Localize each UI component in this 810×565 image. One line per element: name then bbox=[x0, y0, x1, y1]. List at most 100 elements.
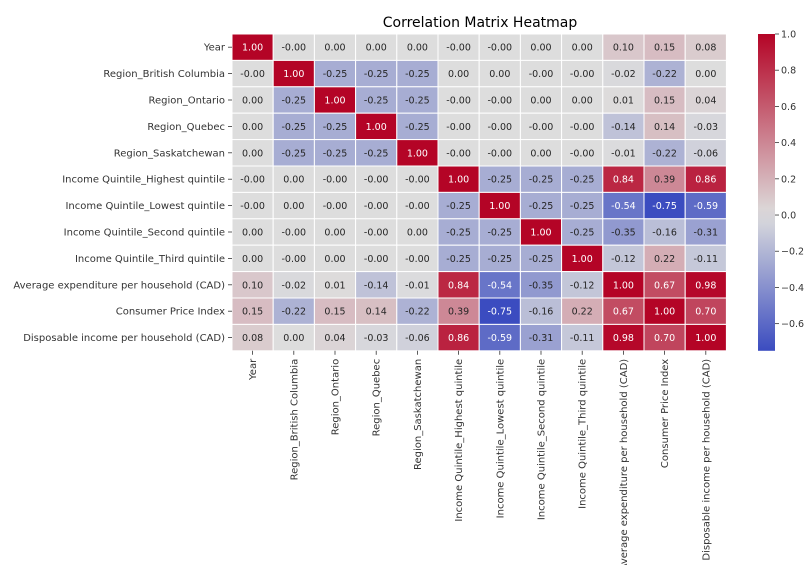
heatmap-cell bbox=[478, 244, 521, 273]
cell-value-label: -0.06 bbox=[694, 148, 719, 159]
cell-value-label: 1.00 bbox=[407, 148, 428, 159]
heatmap-cell bbox=[684, 271, 727, 299]
cell-value-label: -0.22 bbox=[282, 307, 307, 318]
cell-value-label: -0.01 bbox=[405, 280, 430, 291]
heatmap-cell bbox=[684, 33, 727, 61]
column-label: Region_Ontario bbox=[331, 359, 342, 436]
heatmap-cell bbox=[602, 191, 645, 220]
heatmap-cell bbox=[684, 218, 727, 246]
cell-value-label: 0.00 bbox=[242, 122, 263, 133]
cell-value-label: -0.25 bbox=[488, 228, 513, 239]
heatmap-cell bbox=[643, 112, 686, 141]
cell-value-label: -0.00 bbox=[488, 96, 513, 107]
cell-value-label: -0.25 bbox=[446, 201, 471, 212]
heatmap-cell bbox=[478, 86, 521, 114]
column-labels: Year Region_British Columbia Region_Ontari… bbox=[248, 350, 712, 565]
heatmap-cell bbox=[272, 33, 315, 61]
cell-value-label: 1.00 bbox=[695, 333, 716, 344]
cell-value-label: 0.00 bbox=[448, 69, 469, 80]
cell-value-label: 0.22 bbox=[572, 307, 593, 318]
cell-value-label: -0.11 bbox=[694, 254, 719, 265]
heatmap-cell bbox=[313, 297, 357, 325]
heatmap-cell bbox=[478, 191, 521, 220]
heatmap-cell bbox=[478, 59, 521, 88]
heatmap-cell bbox=[313, 244, 357, 273]
heatmap-cell bbox=[231, 191, 274, 220]
cell-value-label: 0.00 bbox=[695, 69, 716, 80]
cell-value-label: -0.25 bbox=[364, 96, 389, 107]
row-label: Income Quintile_Lowest quintile bbox=[65, 201, 225, 212]
heatmap-cell bbox=[355, 271, 398, 299]
cell-value-label: 0.39 bbox=[654, 175, 675, 186]
cell-value-label: -0.03 bbox=[364, 333, 389, 344]
cell-value-label: -0.25 bbox=[570, 175, 595, 186]
heatmap-cell bbox=[231, 297, 274, 325]
heatmap-cell bbox=[643, 218, 686, 246]
heatmap-cell bbox=[355, 59, 398, 88]
heatmap-cell bbox=[602, 323, 645, 352]
column-label: Average expenditure per household (CAD) bbox=[619, 359, 630, 565]
cell-value-label: -0.00 bbox=[446, 122, 471, 133]
column-label: Year bbox=[248, 358, 259, 381]
column-label: Region_Saskatchewan bbox=[413, 359, 424, 470]
heatmap-cell bbox=[519, 139, 563, 167]
heatmap-cell bbox=[437, 112, 480, 141]
row-label: Consumer Price Index bbox=[116, 307, 225, 318]
heatmap-cell bbox=[396, 86, 439, 114]
column-label: Income Quintile_Lowest quintile bbox=[495, 359, 506, 519]
cell-value-label: -0.12 bbox=[570, 280, 595, 291]
cell-value-label: -0.25 bbox=[405, 69, 430, 80]
cell-value-label: -0.11 bbox=[570, 333, 595, 344]
cell-value-label: -0.75 bbox=[488, 307, 513, 318]
heatmap-cell bbox=[272, 323, 315, 352]
cell-value-label: 0.00 bbox=[530, 96, 551, 107]
colorbar: 1.0 0.8 0.6 0.4 0.2 0.0 −0.2 −0.4 −0.6 bbox=[758, 30, 804, 351]
cell-value-label: -0.00 bbox=[240, 175, 265, 186]
colorbar-tick-label: −0.4 bbox=[781, 283, 804, 294]
heatmap-cell bbox=[437, 139, 480, 167]
cell-value-label: -0.00 bbox=[488, 122, 513, 133]
colorbar-tick-label: 0.8 bbox=[781, 66, 796, 77]
cell-value-label: 0.39 bbox=[448, 307, 469, 318]
cell-value-label: -0.00 bbox=[364, 228, 389, 239]
row-label: Disposable income per household (CAD) bbox=[23, 333, 225, 344]
heatmap-cell bbox=[437, 33, 480, 61]
cell-value-label: -0.00 bbox=[570, 122, 595, 133]
colorbar-tick-label: 0.4 bbox=[781, 138, 796, 149]
cell-value-label: -0.00 bbox=[446, 43, 471, 54]
cell-value-label: -0.25 bbox=[446, 228, 471, 239]
heatmap-cell bbox=[519, 165, 563, 193]
cell-value-label: 0.04 bbox=[324, 333, 345, 344]
heatmap-cell bbox=[561, 191, 604, 220]
cell-value-label: -0.00 bbox=[570, 69, 595, 80]
cell-value-label: -0.12 bbox=[611, 254, 636, 265]
cell-value-label: -0.25 bbox=[323, 69, 348, 80]
cell-value-label: -0.25 bbox=[282, 148, 307, 159]
cell-value-label: 0.00 bbox=[283, 175, 304, 186]
row-label: Year bbox=[203, 43, 226, 54]
row-label: Region_Saskatchewan bbox=[114, 148, 225, 159]
heatmap-cell bbox=[396, 59, 439, 88]
cell-value-label: -0.22 bbox=[652, 69, 677, 80]
heatmap-cell bbox=[602, 59, 645, 88]
cell-value-label: 0.00 bbox=[324, 43, 345, 54]
heatmap-cell bbox=[561, 297, 604, 325]
cell-value-label: 0.84 bbox=[613, 175, 634, 186]
cell-value-label: -0.00 bbox=[240, 201, 265, 212]
cell-value-label: 0.14 bbox=[366, 307, 387, 318]
cell-value-label: -0.00 bbox=[405, 254, 430, 265]
cell-value-label: 0.00 bbox=[489, 69, 510, 80]
cell-value-label: 0.10 bbox=[242, 280, 263, 291]
row-label: Region_Ontario bbox=[149, 96, 226, 107]
cell-value-label: 1.00 bbox=[572, 254, 593, 265]
cell-value-label: -0.02 bbox=[611, 69, 636, 80]
heatmap-cell bbox=[478, 165, 521, 193]
cell-value-label: -0.00 bbox=[282, 254, 307, 265]
cell-value-label: 0.00 bbox=[242, 148, 263, 159]
row-label: Income Quintile_Highest quintile bbox=[62, 175, 225, 186]
heatmap-cell bbox=[684, 165, 727, 193]
heatmap-cell bbox=[561, 244, 604, 273]
heatmap-cell bbox=[643, 323, 686, 352]
cell-value-label: -0.00 bbox=[488, 148, 513, 159]
